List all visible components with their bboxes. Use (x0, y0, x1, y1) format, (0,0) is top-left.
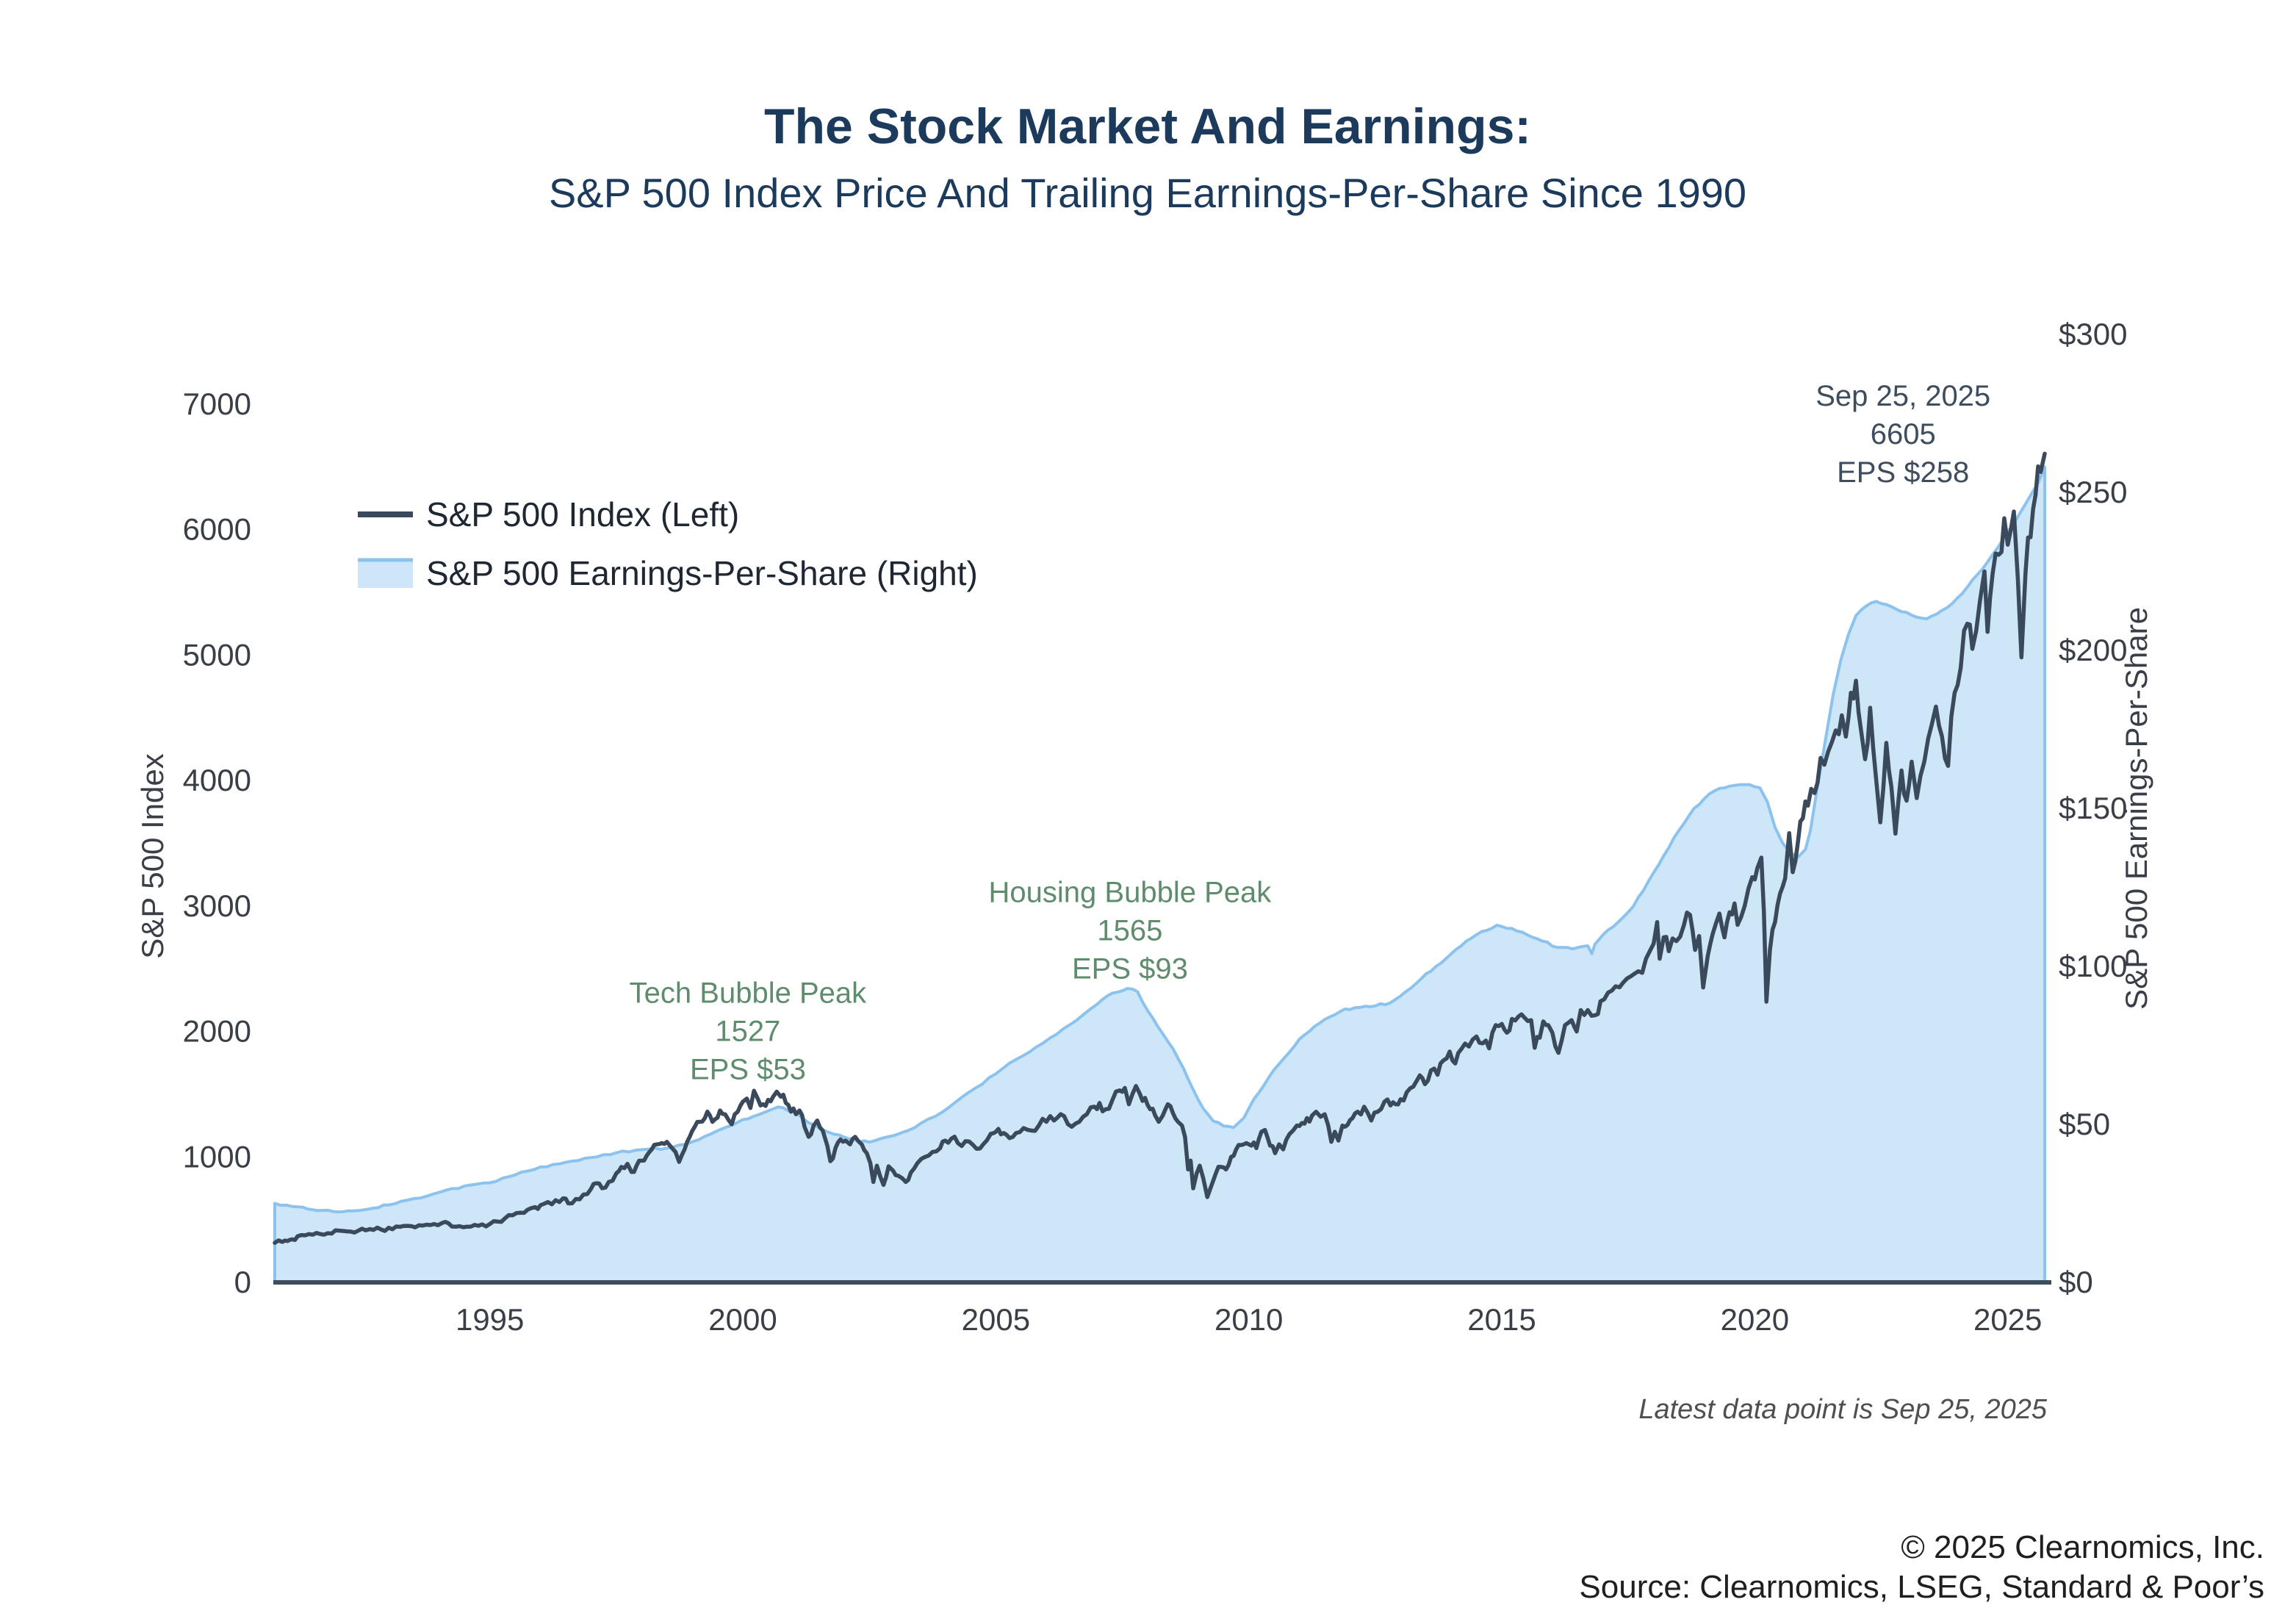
chart-annotations: Tech Bubble Peak 1527 EPS $53 Housing Bubbl… (630, 380, 1991, 1085)
left-tick-3000: 3000 (183, 888, 251, 923)
x-tick-2010: 2010 (1214, 1302, 1283, 1337)
x-tick-2005: 2005 (962, 1302, 1030, 1337)
left-axis-tick-labels: 0 1000 2000 3000 4000 5000 6000 7000 (183, 387, 251, 1299)
page-title: The Stock Market And Earnings: (764, 98, 1531, 154)
left-tick-2000: 2000 (183, 1014, 251, 1049)
right-tick-300: $300 (2059, 317, 2127, 351)
page-subtitle: S&P 500 Index Price And Trailing Earning… (549, 170, 1746, 216)
eps-area-series (273, 465, 2046, 1284)
right-tick-200: $200 (2059, 633, 2127, 667)
eps-area-path (273, 465, 2046, 1284)
source-line: Source: Clearnomics, LSEG, Standard & Po… (1579, 1569, 2264, 1605)
index-line-series (273, 451, 2047, 1245)
legend-eps-area-swatch (358, 559, 413, 588)
left-tick-7000: 7000 (183, 387, 251, 421)
legend: S&P 500 Index (Left) S&P 500 Earnings-Pe… (358, 495, 978, 592)
left-tick-1000: 1000 (183, 1139, 251, 1174)
right-tick-0: $0 (2059, 1265, 2093, 1299)
annotation-1-line-2: EPS $93 (1072, 953, 1188, 985)
x-tick-2015: 2015 (1467, 1302, 1536, 1337)
annotation-0-line-1: 1527 (715, 1015, 780, 1047)
annotation-2-line-0: Sep 25, 2025 (1815, 380, 1990, 412)
left-tick-4000: 4000 (183, 763, 251, 797)
copyright-line: © 2025 Clearnomics, Inc. (1901, 1529, 2264, 1565)
right-tick-150: $150 (2059, 791, 2127, 825)
annotation-1-line-1: 1565 (1097, 915, 1162, 947)
annotation-0-line-0: Tech Bubble Peak (630, 977, 867, 1009)
left-tick-6000: 6000 (183, 512, 251, 547)
legend-index-label: S&P 500 Index (Left) (426, 495, 739, 534)
left-axis-title: S&P 500 Index (135, 753, 170, 958)
x-tick-2025: 2025 (1973, 1302, 2042, 1337)
right-tick-100: $100 (2059, 949, 2127, 983)
right-tick-250: $250 (2059, 475, 2127, 509)
x-tick-1995: 1995 (456, 1302, 524, 1337)
right-axis-tick-labels: $0 $50 $100 $150 $200 $250 $300 (2059, 317, 2127, 1299)
x-tick-2000: 2000 (708, 1302, 777, 1337)
legend-eps-label: S&P 500 Earnings-Per-Share (Right) (426, 554, 978, 592)
annotation-1-line-0: Housing Bubble Peak (989, 877, 1273, 909)
right-axis-title: S&P 500 Earnings-Per-Share (2119, 607, 2153, 1010)
x-axis-tick-labels: 1995 2000 2005 2010 2015 2020 2025 (456, 1302, 2042, 1337)
latest-data-note: Latest data point is Sep 25, 2025 (1638, 1394, 2048, 1425)
right-tick-50: $50 (2059, 1107, 2110, 1141)
x-tick-2020: 2020 (1721, 1302, 1789, 1337)
annotation-2-line-1: 6605 (1871, 418, 1936, 450)
left-tick-5000: 5000 (183, 637, 251, 672)
annotation-2-line-2: EPS $258 (1837, 456, 1969, 489)
index-line-path (273, 451, 2047, 1245)
left-tick-0: 0 (234, 1265, 251, 1299)
annotation-0-line-2: EPS $53 (690, 1053, 806, 1085)
